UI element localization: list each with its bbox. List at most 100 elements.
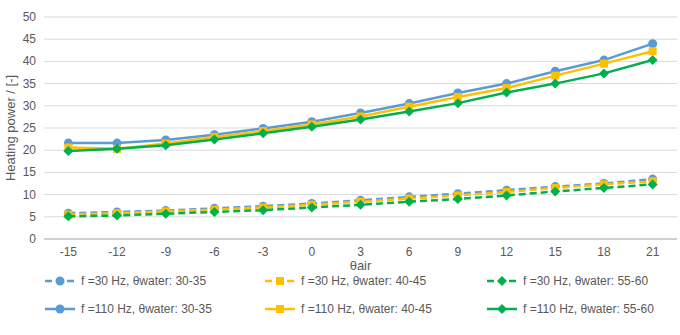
grid-line xyxy=(44,61,677,62)
legend-label: f =30 Hz, θwater: 30-35 xyxy=(81,274,206,288)
y-tick-label: 10 xyxy=(23,188,37,202)
x-axis-title: θair xyxy=(350,258,372,273)
grid-line xyxy=(44,39,677,40)
series-marker xyxy=(502,190,512,200)
series-marker xyxy=(307,202,317,212)
y-tick-label: 5 xyxy=(29,210,36,224)
y-tick-label: 20 xyxy=(23,143,37,157)
legend-marker xyxy=(276,305,284,313)
series-marker xyxy=(599,183,609,193)
grid-line xyxy=(44,128,677,129)
legend-item: f =30 Hz, θwater: 30-35 xyxy=(45,274,206,288)
x-tick-label: -12 xyxy=(108,245,126,259)
legend-item: f =30 Hz, θwater: 55-60 xyxy=(487,274,648,288)
series-marker xyxy=(112,210,122,220)
x-tick-label: 12 xyxy=(500,245,514,259)
legend-marker xyxy=(56,305,65,314)
x-tick-label: 15 xyxy=(549,245,563,259)
series-marker xyxy=(550,186,560,196)
legend-item: f =30 Hz, θwater: 40-45 xyxy=(265,274,426,288)
series-line xyxy=(68,44,652,143)
grid-line xyxy=(44,105,677,106)
grid-line xyxy=(44,83,677,84)
series-marker xyxy=(112,144,122,154)
series-marker xyxy=(648,55,658,65)
series-marker xyxy=(550,79,560,89)
y-tick-label: 35 xyxy=(23,77,37,91)
series-marker xyxy=(63,211,73,221)
x-tick-label: -15 xyxy=(60,245,78,259)
y-tick-label: 15 xyxy=(23,165,37,179)
series-marker xyxy=(307,122,317,132)
series xyxy=(64,39,657,147)
legend-label: f =30 Hz, θwater: 55-60 xyxy=(523,274,648,288)
legend-label: f =110 Hz, θwater: 40-45 xyxy=(301,302,432,316)
series-marker xyxy=(600,60,608,68)
series-marker xyxy=(113,145,121,153)
y-tick-label: 0 xyxy=(29,232,36,246)
series xyxy=(64,177,656,218)
plot-area xyxy=(63,39,657,221)
legend-item: f =110 Hz, θwater: 30-35 xyxy=(45,302,212,316)
grid-line xyxy=(44,172,677,173)
series-line xyxy=(68,184,652,216)
legend-label: f =110 Hz, θwater: 30-35 xyxy=(81,302,212,316)
series xyxy=(64,175,657,218)
series-line xyxy=(68,179,652,213)
y-axis-title: Heating power / [-] xyxy=(3,75,18,181)
x-tick-label: 3 xyxy=(357,245,364,259)
chart: 0 5 10 15 20 25 30 35 40 45 50 -15 -12 -9 -6 -3 0 3 6 9 12 15… xyxy=(0,0,680,335)
series-marker xyxy=(648,39,657,48)
legend-marker xyxy=(56,277,65,286)
x-tick-label: 9 xyxy=(455,245,462,259)
series xyxy=(63,55,657,156)
x-tick-label: 0 xyxy=(308,245,315,259)
legend-marker xyxy=(276,277,284,285)
legend-marker xyxy=(497,304,507,314)
series-line xyxy=(68,60,652,151)
grid-line xyxy=(44,216,677,217)
series-marker xyxy=(209,135,219,145)
x-tick-label: 18 xyxy=(597,245,611,259)
series-marker xyxy=(258,205,268,215)
series-marker xyxy=(404,107,414,117)
series-marker xyxy=(356,200,366,210)
x-tick-label: -6 xyxy=(209,245,220,259)
y-tick-label: 30 xyxy=(23,99,37,113)
x-tick-label: 21 xyxy=(646,245,660,259)
series-marker xyxy=(209,207,219,217)
series-line xyxy=(68,51,652,149)
series-marker xyxy=(551,72,559,80)
x-tick-label: -3 xyxy=(258,245,269,259)
y-tick-label: 40 xyxy=(23,54,37,68)
series xyxy=(64,47,656,153)
series-marker xyxy=(258,128,268,138)
legend-label: f =30 Hz, θwater: 40-45 xyxy=(301,274,426,288)
x-tick-label: -9 xyxy=(160,245,171,259)
grid-line xyxy=(44,17,677,18)
series-marker xyxy=(161,209,171,219)
grid-line xyxy=(44,239,677,240)
series-marker xyxy=(599,68,609,78)
series-marker xyxy=(453,194,463,204)
series-marker xyxy=(649,47,657,55)
series-line xyxy=(68,181,652,214)
series-marker xyxy=(161,140,171,150)
legend-marker xyxy=(497,276,507,286)
grid-line xyxy=(44,194,677,195)
series-marker xyxy=(404,197,414,207)
series-marker xyxy=(453,98,463,108)
grid-line xyxy=(44,150,677,151)
y-tick-label: 50 xyxy=(23,10,37,24)
x-tick-label: 6 xyxy=(406,245,413,259)
series-marker xyxy=(63,146,73,156)
series-marker xyxy=(648,179,658,189)
legend-label: f =110 Hz, θwater: 55-60 xyxy=(523,302,654,316)
series-marker xyxy=(502,87,512,97)
legend-item: f =110 Hz, θwater: 40-45 xyxy=(265,302,432,316)
legend-item: f =110 Hz, θwater: 55-60 xyxy=(487,302,654,316)
y-tick-label: 25 xyxy=(23,121,37,135)
y-tick-label: 45 xyxy=(23,32,37,46)
x-axis-line xyxy=(44,239,677,240)
series xyxy=(63,179,657,221)
